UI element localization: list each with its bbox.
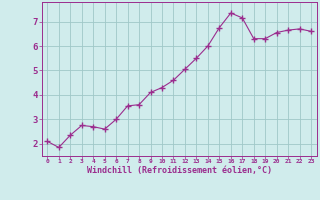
X-axis label: Windchill (Refroidissement éolien,°C): Windchill (Refroidissement éolien,°C): [87, 166, 272, 175]
